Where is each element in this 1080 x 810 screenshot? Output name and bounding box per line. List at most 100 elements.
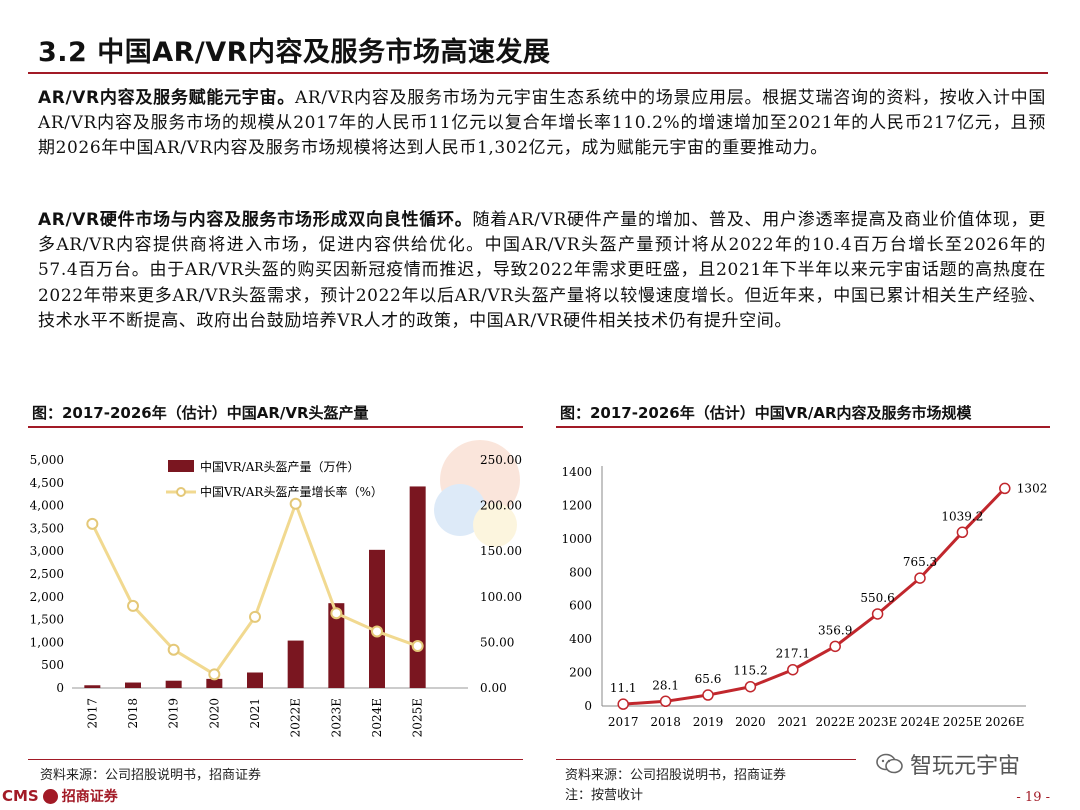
category-label: 2021 — [778, 715, 809, 729]
category-label: 2024E — [900, 715, 939, 729]
right-axis-tick: 100.00 — [480, 590, 522, 604]
production-bar — [369, 549, 385, 688]
market-size-label: 28.1 — [652, 678, 679, 692]
category-label: 2023E — [858, 715, 897, 729]
right-axis-tick: 50.00 — [480, 635, 514, 649]
growth-point — [249, 610, 261, 623]
wechat-name: 智玩元宇宙 — [910, 754, 1021, 779]
category-label: 2022E — [816, 715, 855, 729]
production-bar — [206, 678, 223, 688]
left-figure-title: 图：2017-2026年（估计）中国AR/VR头盔产量 — [32, 404, 369, 422]
left-axis-tick: 2,000 — [30, 590, 64, 604]
growth-point — [208, 668, 221, 681]
growth-line — [90, 499, 419, 677]
left-source: 资料来源：公司招股说明书，招商证券 — [40, 768, 262, 783]
market-size-label: 356.9 — [818, 623, 852, 637]
market-size-point — [659, 695, 672, 708]
left-axis-tick: 3,500 — [30, 521, 64, 535]
y-axis-tick: 400 — [569, 632, 592, 646]
category-label: 2024E — [370, 698, 384, 737]
legend-line-marker — [176, 487, 186, 497]
right-figure-title: 图：2017-2026年（估计）中国VR/AR内容及服务市场规模 — [560, 404, 972, 422]
category-label: 2020 — [735, 715, 766, 729]
y-axis-tick: 200 — [569, 666, 592, 680]
category-label: 2018 — [650, 715, 681, 729]
footer-logo: CMS 招商证券 — [2, 786, 118, 806]
right-axis-tick: 150.00 — [480, 544, 522, 558]
left-axis-tick: 0 — [56, 681, 64, 695]
right-axis-tick: 200.00 — [480, 499, 522, 513]
headset-production-chart: 0 500 1,000 1,500 2,000 2,500 3,000 3,500 4,000 4… — [30, 453, 522, 737]
market-size-label: 217.1 — [776, 647, 810, 661]
page-title: 3.2 中国AR/VR内容及服务市场高速发展 — [38, 37, 551, 68]
production-bar — [84, 685, 101, 688]
growth-point — [411, 640, 424, 653]
left-source-divider — [28, 759, 523, 760]
market-size-point — [829, 640, 841, 653]
growth-point — [127, 599, 139, 612]
market-size-label: 1039.2 — [941, 509, 983, 523]
market-size-line — [623, 487, 1006, 706]
right-note: 注：按营收计 — [565, 788, 644, 803]
growth-point — [167, 643, 180, 656]
market-size-label: 65.6 — [695, 672, 722, 686]
market-size-label: 550.6 — [860, 591, 894, 605]
y-axis-tick: 1200 — [561, 498, 592, 512]
market-size-point — [702, 689, 714, 701]
watermark-logo — [434, 440, 520, 547]
market-size-label: 115.2 — [733, 664, 767, 678]
category-label: 2017 — [608, 715, 639, 729]
category-label: 2026E — [985, 715, 1024, 729]
production-bar — [328, 603, 345, 688]
left-axis-tick: 1,500 — [30, 613, 64, 627]
right-source: 资料来源：公司招股说明书，招商证券 — [565, 768, 787, 783]
content-market-chart: 0 200 400 600 800 1000 1200 1400 11.1 28.1 65.6 115… — [561, 465, 1047, 729]
market-size-point — [617, 698, 629, 710]
production-bar — [409, 486, 426, 688]
growth-point — [86, 517, 99, 530]
production-bar — [247, 672, 263, 688]
legend-line-label: 中国VR/AR头盔产量增长率（%） — [200, 484, 383, 499]
category-label: 2020 — [207, 698, 221, 729]
market-size-point — [871, 608, 884, 620]
page-number: - 19 - — [1016, 790, 1050, 805]
production-bar — [125, 682, 141, 688]
market-size-point — [956, 526, 969, 539]
paragraph-2-heading: AR/VR硬件市场与内容及服务市场形成双向良性循环。 — [38, 210, 473, 230]
y-axis-tick: 1000 — [561, 532, 592, 546]
production-bar — [165, 680, 182, 688]
category-label: 2019 — [167, 698, 181, 729]
y-axis-tick: 600 — [569, 599, 592, 613]
market-size-point — [787, 663, 799, 676]
category-label: 2017 — [85, 698, 99, 729]
category-label: 2019 — [693, 715, 724, 729]
category-label: 2021 — [248, 698, 262, 729]
y-axis-tick: 1400 — [561, 465, 592, 479]
paragraph-1-heading: AR/VR内容及服务赋能元宇宙。 — [38, 88, 296, 108]
logo-cms-text: CMS — [2, 787, 39, 805]
legend-bar-label: 中国VR/AR头盔产量（万件） — [200, 459, 359, 474]
y-axis-tick: 0 — [584, 699, 592, 713]
wechat-icon — [876, 753, 903, 774]
y-axis-tick: 800 — [569, 565, 592, 579]
logo-seal-icon — [42, 788, 58, 804]
paragraph-2: AR/VR硬件市场与内容及服务市场形成双向良性循环。随着AR/VR硬件产量的增加… — [38, 208, 1046, 334]
left-axis-tick: 500 — [41, 658, 64, 672]
category-label: 2025E — [943, 715, 982, 729]
paragraph-1-body: AR/VR内容及服务市场为元宇宙生态系统中的场景应用层。根据艾瑞咨询的资料，按收… — [38, 88, 1046, 159]
right-axis-tick: 250.00 — [480, 453, 522, 467]
market-size-label: 765.3 — [903, 555, 937, 569]
paragraph-2-body: 随着AR/VR硬件产量的增加、普及、用户渗透率提高及商业价值体现，更多AR/VR… — [38, 210, 1046, 331]
paragraph-1: AR/VR内容及服务赋能元宇宙。AR/VR内容及服务市场为元宇宙生态系统中的场景… — [38, 86, 1046, 162]
growth-point — [371, 625, 383, 638]
right-axis-tick: 0.00 — [480, 681, 507, 695]
category-label: 2018 — [126, 698, 140, 729]
market-size-point — [999, 482, 1011, 495]
right-figure-divider — [556, 426, 1050, 428]
left-axis-tick: 1,000 — [30, 635, 64, 649]
left-figure-divider — [28, 426, 523, 428]
production-bar — [287, 640, 304, 688]
left-axis-tick: 4,000 — [30, 499, 64, 513]
left-axis-tick: 3,000 — [30, 544, 64, 558]
market-size-label: 11.1 — [610, 681, 637, 695]
